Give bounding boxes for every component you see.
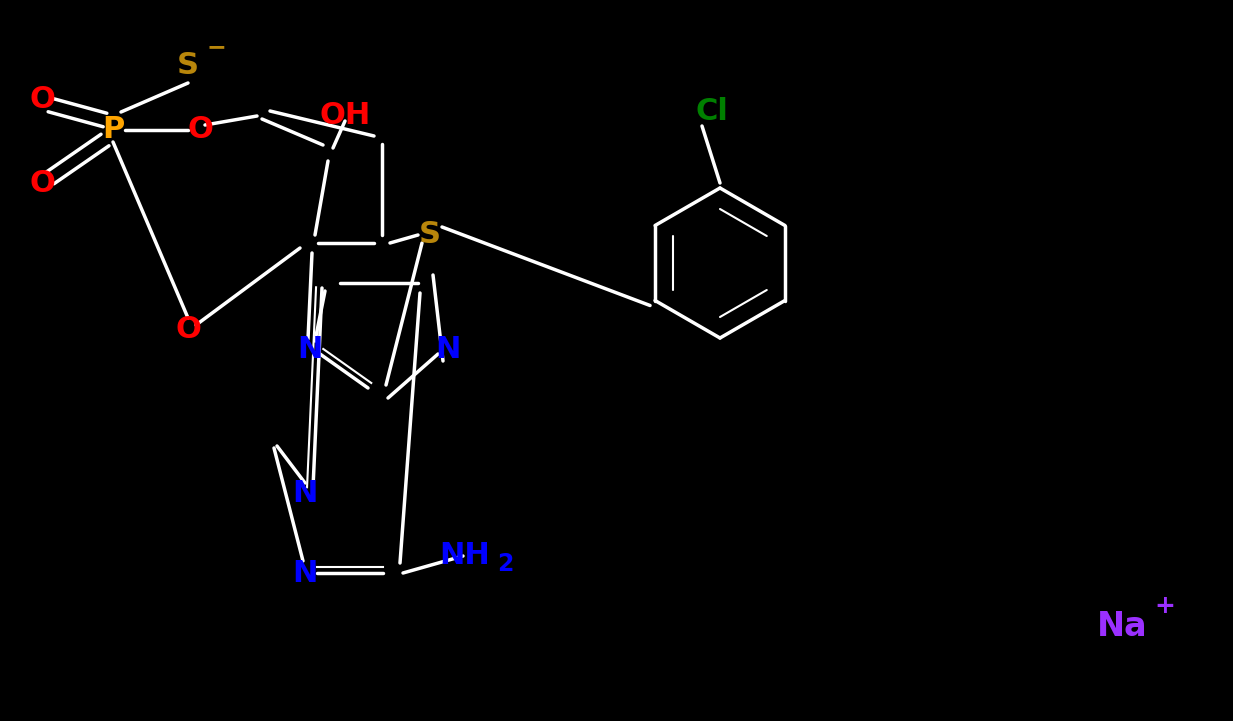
Text: N: N <box>435 335 461 363</box>
Text: −: − <box>206 35 226 59</box>
Text: Na: Na <box>1096 609 1148 642</box>
Text: OH: OH <box>319 102 371 131</box>
Text: N: N <box>297 335 323 363</box>
Text: N: N <box>292 559 318 588</box>
Text: O: O <box>175 316 201 345</box>
Text: NH: NH <box>440 541 491 570</box>
Text: O: O <box>187 115 213 144</box>
Text: O: O <box>30 169 55 198</box>
Text: S: S <box>419 221 441 249</box>
Text: +: + <box>1154 594 1175 618</box>
Text: 2: 2 <box>497 552 513 576</box>
Text: S: S <box>178 50 199 79</box>
Text: O: O <box>30 86 55 115</box>
Text: Cl: Cl <box>695 97 729 125</box>
Text: N: N <box>292 479 318 508</box>
Text: P: P <box>102 115 125 144</box>
